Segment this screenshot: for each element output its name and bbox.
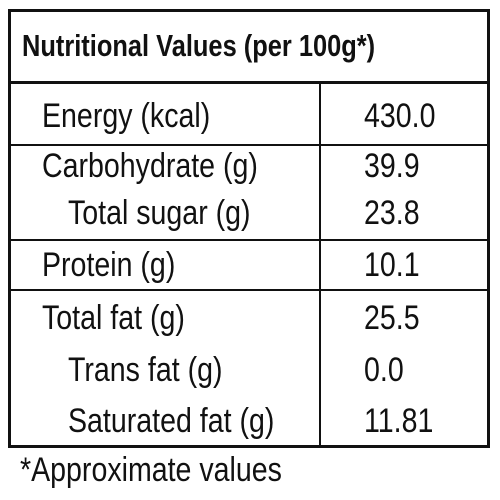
- row-divider: [8, 81, 490, 84]
- nutrient-value: 39.9: [364, 147, 420, 185]
- nutrient-label: Carbohydrate (g): [42, 147, 258, 185]
- column-divider: [319, 82, 321, 446]
- nutrient-value: 0.0: [364, 351, 404, 389]
- border-right: [487, 9, 490, 448]
- nutrient-value: 10.1: [364, 246, 420, 284]
- nutrient-label: Total sugar (g): [68, 194, 251, 232]
- nutrient-label: Saturated fat (g): [68, 402, 275, 440]
- row-divider: [8, 144, 490, 146]
- nutrient-value: 25.5: [364, 299, 420, 337]
- row-divider: [8, 239, 490, 241]
- border-top: [8, 9, 490, 12]
- nutrient-value: 11.81: [364, 402, 434, 440]
- nutrient-label: Trans fat (g): [68, 351, 223, 389]
- nutrient-value: 23.8: [364, 194, 420, 232]
- border-left: [8, 9, 11, 448]
- row-divider: [8, 289, 490, 291]
- nutrient-label: Energy (kcal): [42, 97, 211, 135]
- table-title: Nutritional Values (per 100g*): [22, 28, 376, 63]
- border-bottom: [8, 445, 490, 448]
- footnote: *Approximate values: [20, 451, 282, 489]
- nutrient-value: 430.0: [364, 97, 436, 135]
- nutrient-label: Total fat (g): [42, 299, 185, 337]
- nutrient-label: Protein (g): [42, 246, 176, 284]
